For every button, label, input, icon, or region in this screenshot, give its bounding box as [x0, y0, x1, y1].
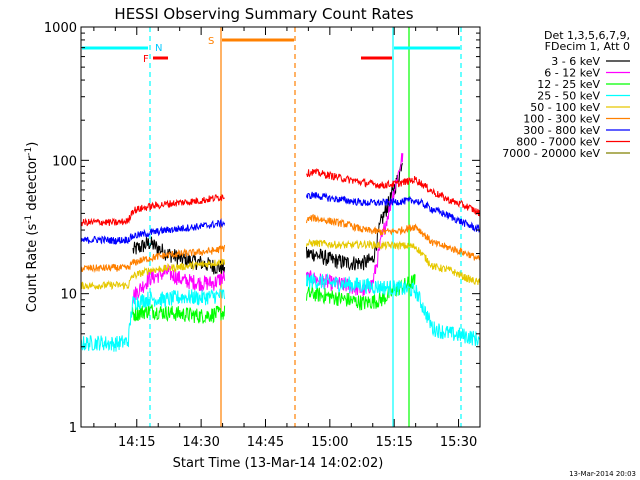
legend-label: 800 - 7000 keV: [516, 136, 600, 149]
x-tick-label: 14:15: [118, 435, 155, 450]
series-line: [80, 191, 480, 246]
series-line: [132, 273, 416, 324]
legend-label: 25 - 50 keV: [537, 90, 600, 103]
legend-label: 12 - 25 keV: [537, 78, 600, 91]
flag-s: S: [208, 36, 214, 47]
series-line: [80, 238, 480, 291]
x-tick-label: 14:45: [247, 435, 284, 450]
legend-label: 6 - 12 keV: [544, 67, 600, 80]
series-25-50-kev: [80, 273, 480, 352]
legend-label: 50 - 100 keV: [530, 101, 600, 114]
x-tick-label: 15:00: [311, 435, 348, 450]
plot-area: FN S: [80, 26, 480, 428]
series-300-800-kev: [80, 191, 480, 246]
timestamp: 13-Mar-2014 20:03: [569, 470, 636, 478]
series-line: [80, 214, 480, 274]
legend-label: 3 - 6 keV: [551, 55, 600, 68]
flag-n: N: [155, 43, 162, 54]
y-tick-label: 100: [52, 154, 77, 169]
chart-title: HESSI Observing Summary Count Rates: [114, 5, 413, 23]
series-line: [80, 168, 480, 227]
y-tick-label: 1000: [44, 21, 77, 36]
legend-header-1: Det 1,3,5,6,7,9,: [544, 29, 630, 42]
series-100-300-kev: [80, 214, 480, 274]
series-800-7000-kev: [80, 168, 480, 227]
series-50-100-kev: [80, 238, 480, 291]
x-tick-label: 15:30: [440, 435, 477, 450]
svg-text:Count Rate (s-1 detector-1): Count Rate (s-1 detector-1): [24, 142, 40, 313]
legend-label: 7000 - 20000 keV: [502, 147, 600, 160]
y-axis-label: Count Rate (s-1 detector-1): [24, 142, 40, 313]
series-12-25-kev: [132, 273, 416, 324]
legend-label: 100 - 300 keV: [523, 113, 600, 126]
x-axis-label: Start Time (13-Mar-14 14:02:02): [173, 456, 384, 471]
legend-header-2: FDecim 1, Att 0: [545, 40, 630, 53]
flag-f: F: [143, 54, 149, 65]
plot-frame: [80, 26, 481, 428]
legend-label: 300 - 800 keV: [523, 124, 600, 137]
y-tick-label: 10: [60, 288, 77, 303]
x-tick-label: 14:30: [182, 435, 219, 450]
y-tick-label: 1: [69, 421, 77, 436]
x-tick-label: 15:15: [375, 435, 412, 450]
series-line: [80, 273, 480, 352]
